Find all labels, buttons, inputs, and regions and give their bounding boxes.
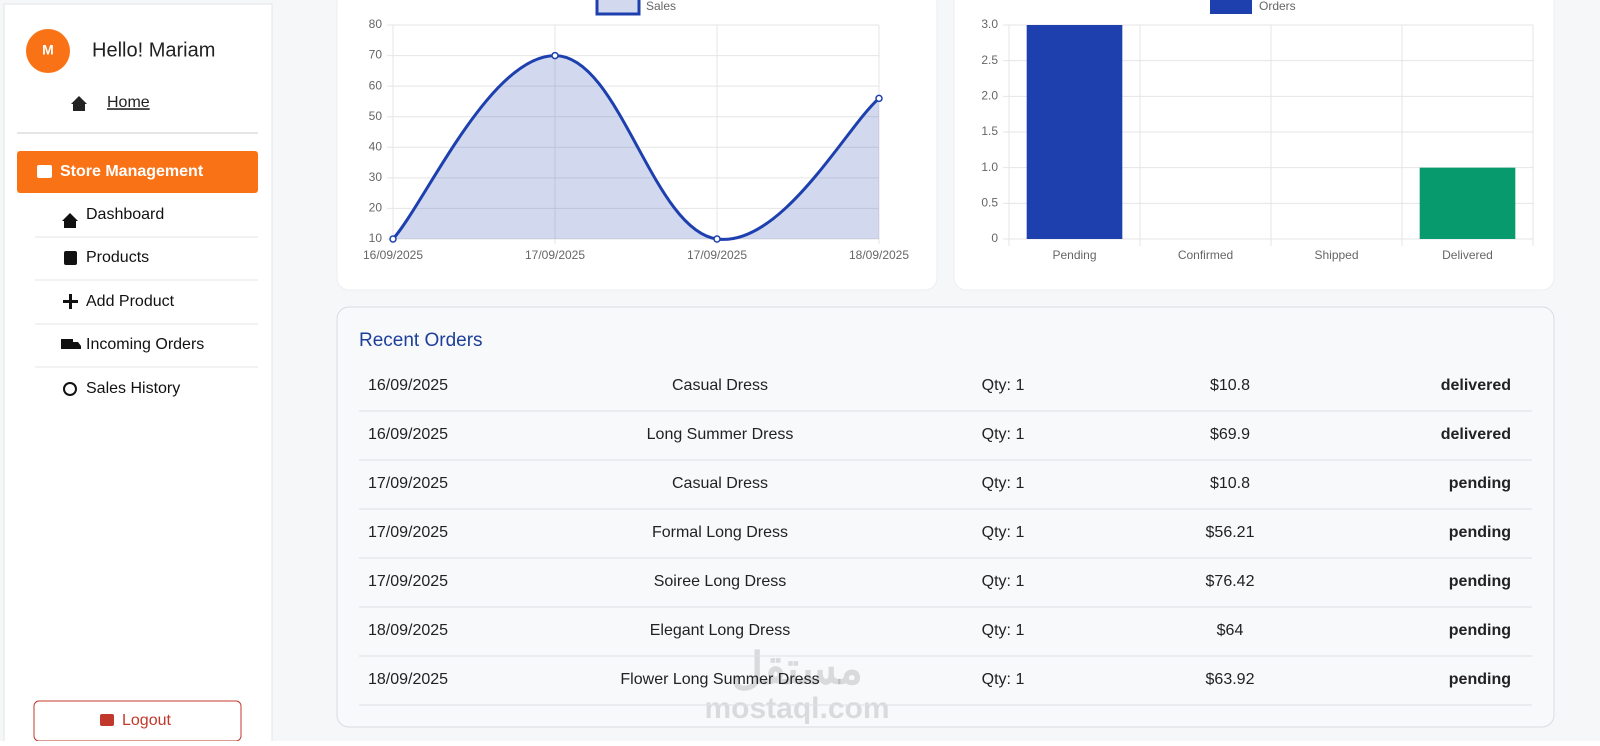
order-cell: $63.92 — [1206, 671, 1255, 688]
order-cell: delivered — [1441, 426, 1511, 443]
order-cell: Casual Dress — [672, 377, 768, 394]
y-tick-label: 30 — [369, 170, 383, 184]
orders-title: Recent Orders — [359, 330, 483, 351]
order-cell: $56.21 — [1206, 524, 1255, 541]
order-cell: Qty: 1 — [982, 377, 1025, 394]
order-cell: $64 — [1217, 622, 1244, 639]
home-icon — [71, 96, 87, 111]
watermark-arabic: مستقل — [731, 645, 863, 694]
x-tick-label: Confirmed — [1178, 248, 1233, 262]
order-cell: Long Summer Dress — [647, 426, 794, 443]
section-title: Store Management — [60, 163, 204, 180]
x-tick-label: Pending — [1052, 248, 1096, 262]
x-tick-label: 18/09/2025 — [849, 248, 909, 262]
y-tick-label: 2.5 — [981, 53, 998, 67]
order-cell: $10.8 — [1210, 377, 1250, 394]
order-cell: 17/09/2025 — [368, 573, 448, 590]
order-cell: pending — [1449, 573, 1511, 590]
order-cell: 17/09/2025 — [368, 524, 448, 541]
legend-label: Orders — [1259, 0, 1296, 13]
bar — [1026, 25, 1123, 239]
order-cell: pending — [1449, 622, 1511, 639]
greeting: Hello! Mariam — [92, 39, 215, 61]
menu-item[interactable]: Add Product — [86, 293, 175, 310]
avatar — [26, 29, 70, 73]
legend-swatch — [1210, 0, 1252, 14]
y-tick-label: 50 — [369, 109, 383, 123]
menu-item[interactable]: Sales History — [86, 380, 180, 397]
order-cell: pending — [1449, 671, 1511, 688]
order-cell: Qty: 1 — [982, 475, 1025, 492]
order-cell: Qty: 1 — [982, 573, 1025, 590]
y-tick-label: 0.5 — [981, 196, 998, 210]
order-cell: Casual Dress — [672, 475, 768, 492]
x-tick-label: 16/09/2025 — [363, 248, 423, 262]
order-cell: Qty: 1 — [982, 426, 1025, 443]
legend-swatch — [595, 0, 641, 16]
order-cell: Qty: 1 — [982, 622, 1025, 639]
y-tick-label: 10 — [369, 231, 383, 245]
order-cell: Elegant Long Dress — [650, 622, 791, 639]
order-cell: 17/09/2025 — [368, 475, 448, 492]
legend-label: Sales — [646, 0, 676, 13]
order-cell: pending — [1449, 475, 1511, 492]
y-tick-label: 0 — [991, 231, 998, 245]
home-link[interactable]: Home — [107, 94, 150, 111]
products-icon — [64, 251, 77, 265]
y-tick-label: 80 — [369, 17, 383, 31]
sidebar — [3, 3, 273, 746]
y-tick-label: 2.0 — [981, 89, 998, 103]
bar — [1419, 167, 1516, 239]
logout-label: Logout — [122, 712, 171, 729]
watermark-latin: mostaql.com — [704, 692, 889, 725]
x-tick-label: Shipped — [1314, 248, 1358, 262]
order-cell: 18/09/2025 — [368, 671, 448, 688]
point — [713, 235, 721, 243]
point — [551, 51, 559, 60]
order-cell: Qty: 1 — [982, 524, 1025, 541]
store-icon — [37, 165, 52, 178]
logout-icon — [100, 714, 114, 726]
y-tick-label: 60 — [369, 78, 383, 92]
order-cell: Formal Long Dress — [652, 524, 788, 541]
y-tick-label: 1.0 — [981, 160, 998, 174]
menu-item[interactable]: Incoming Orders — [86, 336, 204, 353]
order-cell: pending — [1449, 524, 1511, 541]
history-icon — [63, 382, 77, 396]
add-icon — [63, 294, 78, 309]
avatar-initial: M — [42, 42, 54, 58]
area — [393, 55, 879, 240]
truck-icon — [61, 339, 81, 349]
section-header[interactable] — [17, 151, 258, 193]
order-cell: 18/09/2025 — [368, 622, 448, 639]
y-tick-label: 70 — [369, 48, 383, 62]
order-cell: $76.42 — [1206, 573, 1255, 590]
y-tick-label: 1.5 — [981, 124, 998, 138]
order-cell: 16/09/2025 — [368, 377, 448, 394]
orders-card — [336, 306, 1555, 728]
line — [391, 54, 880, 241]
order-cell: Soiree Long Dress — [654, 573, 787, 590]
y-tick-label: 3.0 — [981, 17, 998, 31]
dashboard-icon — [62, 213, 78, 228]
order-cell: $69.9 — [1210, 426, 1250, 443]
point — [389, 235, 397, 243]
menu-item[interactable]: Products — [86, 249, 149, 266]
y-tick-label: 40 — [369, 139, 383, 153]
order-cell: $10.8 — [1210, 475, 1250, 492]
y-tick-label: 20 — [369, 201, 383, 215]
x-tick-label: 17/09/2025 — [525, 248, 585, 262]
x-tick-label: Delivered — [1442, 248, 1493, 262]
x-tick-label: 17/09/2025 — [687, 248, 747, 262]
order-cell: delivered — [1441, 377, 1511, 394]
point — [875, 94, 883, 103]
order-cell: Flower Long Summer Dress — [620, 671, 819, 688]
menu-icons — [61, 213, 81, 396]
order-cell: Qty: 1 — [982, 671, 1025, 688]
menu-item[interactable]: Dashboard — [86, 206, 164, 223]
order-cell: 16/09/2025 — [368, 426, 448, 443]
